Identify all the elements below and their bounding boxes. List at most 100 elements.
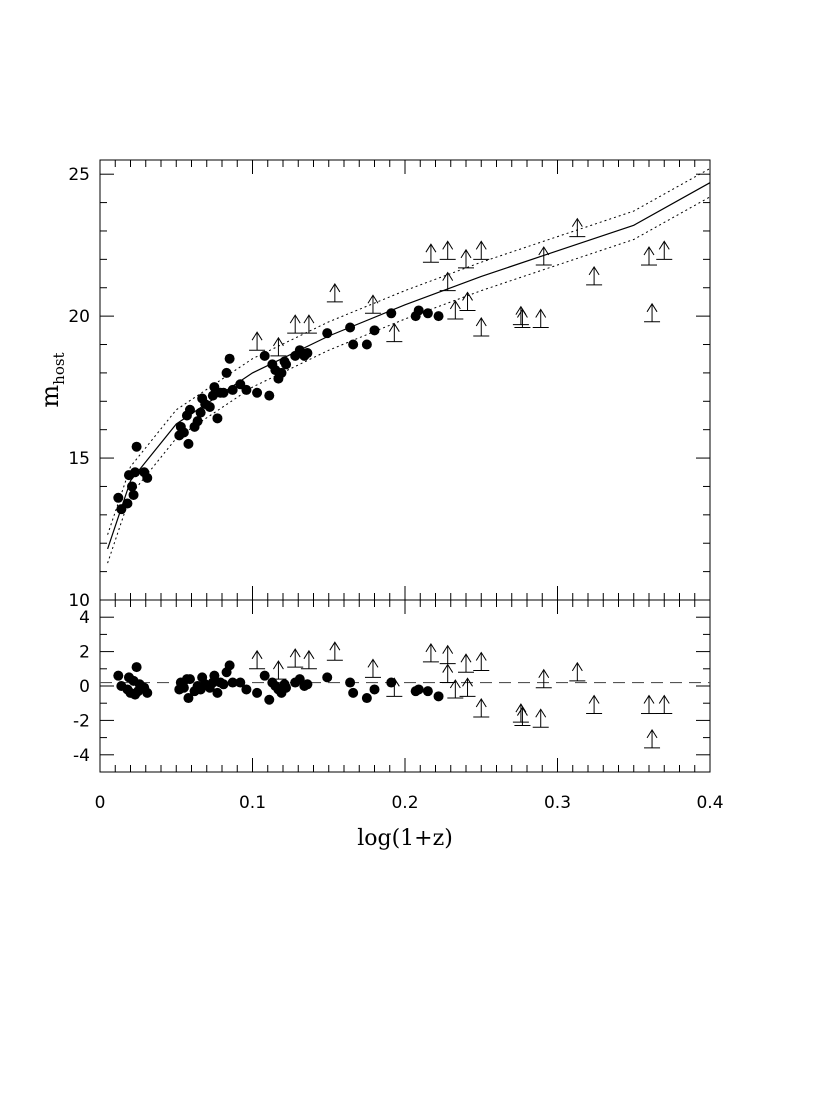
data-point [212,413,223,424]
x-tick-label: 0 [95,793,106,813]
upper-limit-arrowhead [535,308,547,318]
y-tick-label: 20 [68,307,90,327]
upper-limit-arrowhead [388,677,400,687]
data-point [184,404,195,415]
upper-limit-arrowhead [475,240,487,250]
data-point [142,472,153,483]
data-point [192,416,203,427]
upper-limit-arrowhead [442,663,454,673]
upper-limit-arrowhead [367,658,379,668]
upper-limit-arrowhead [535,708,547,718]
y-axis-title-sub: host [50,352,68,384]
data-point [281,359,292,370]
data-point [227,677,238,688]
axis-ticks [99,160,711,773]
data-point [422,308,433,319]
upper-limit-arrowhead [646,728,658,739]
y-tick-label: 15 [68,449,90,469]
data-point [127,481,138,492]
data-point [113,492,124,503]
data-point [348,687,359,698]
data-point [322,672,333,683]
data-point [131,662,142,673]
y-axis-title-main: m [36,385,64,408]
upper-limit-arrowhead [442,240,454,250]
upper-limit-arrowhead [571,217,583,227]
data-point [413,684,424,695]
upper-limit-arrowhead [475,651,487,661]
data-point [281,682,292,693]
upper-limit-arrowhead [329,282,341,293]
x-tick-label: 0.4 [696,793,723,813]
upper-limit-arrowhead [273,336,284,347]
upper-limit-arrowhead [460,653,472,663]
upper-limit-arrowhead [658,240,670,250]
upper-limit-arrowhead [462,677,473,687]
data-point [264,390,275,401]
model-lower-bound [107,196,711,564]
data-point [369,684,380,695]
data-point [224,353,235,364]
data-point [259,670,270,681]
data-point [361,339,372,350]
upper-limit-arrowhead [571,661,583,672]
y-tick-label: 0 [79,677,90,697]
data-point [218,387,229,398]
upper-limit-arrowhead [449,679,461,689]
upper-limit-arrowhead [303,314,315,324]
data-point [235,677,246,688]
upper-limit-arrowhead [658,694,670,704]
upper-limit-arrowhead [643,246,655,256]
data-point [348,339,359,350]
y-tick-label: -4 [73,746,90,766]
tick-labels: 0 0.1 0.2 0.3 0.4 10 15 20 25 -4 -2 0 2 4 [68,165,723,813]
data-point [131,441,142,452]
y-tick-label: 4 [79,608,90,628]
upper-limit-arrowhead [303,649,315,660]
upper-limit-arrowhead [442,644,454,654]
data-point [113,670,124,681]
upper-limit-arrowhead [643,694,655,704]
data-point [433,691,444,702]
model-curve [107,182,711,550]
data-point [218,679,229,690]
model-upper-bound [107,168,711,535]
data-point [178,682,189,693]
data-point [128,489,139,500]
x-tick-label: 0.2 [391,793,418,813]
bottom-panel-frame [99,599,711,773]
top-panel-marks [113,217,673,515]
y-tick-label: 2 [79,643,90,663]
upper-limit-arrowhead [442,271,454,281]
data-point [345,677,356,688]
x-tick-label: 0.3 [544,793,571,813]
x-axis-title: log(1+z) [357,826,453,851]
upper-limit-arrowhead [538,246,550,256]
upper-limit-arrowhead [588,265,600,276]
upper-limit-arrowhead [462,291,473,301]
data-point [178,427,189,438]
upper-limit-arrowhead [515,703,527,713]
upper-limit-arrowhead [460,248,472,259]
data-point [322,328,333,339]
top-panel-frame [99,159,711,601]
data-point [302,348,313,359]
upper-limit-arrowhead [251,331,263,341]
data-point [142,687,153,698]
data-point [184,674,195,685]
upper-limit-arrowhead [425,642,437,653]
data-point [413,305,424,316]
y-tick-label: 25 [68,165,90,185]
data-point [221,367,232,378]
data-point [259,350,270,361]
data-point [264,694,275,705]
data-point [241,684,252,695]
bottom-panel-marks [113,641,673,749]
upper-limit-arrowhead [517,706,528,716]
y-axis-title: mhost [36,352,68,407]
data-point [204,401,215,412]
data-point [209,670,220,681]
data-point [207,390,218,401]
upper-limit-arrowhead [449,300,461,310]
